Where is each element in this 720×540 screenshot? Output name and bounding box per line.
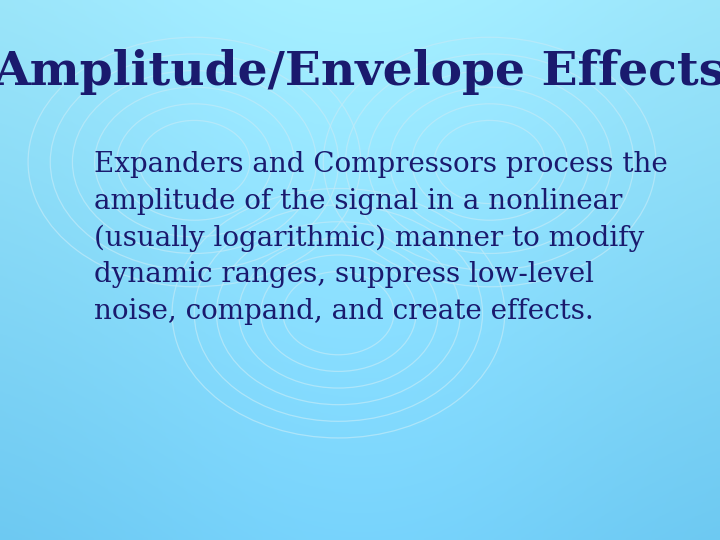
Text: Amplitude/Envelope Effects: Amplitude/Envelope Effects [0, 49, 720, 94]
Text: Expanders and Compressors process the
amplitude of the signal in a nonlinear
(us: Expanders and Compressors process the am… [94, 151, 667, 325]
